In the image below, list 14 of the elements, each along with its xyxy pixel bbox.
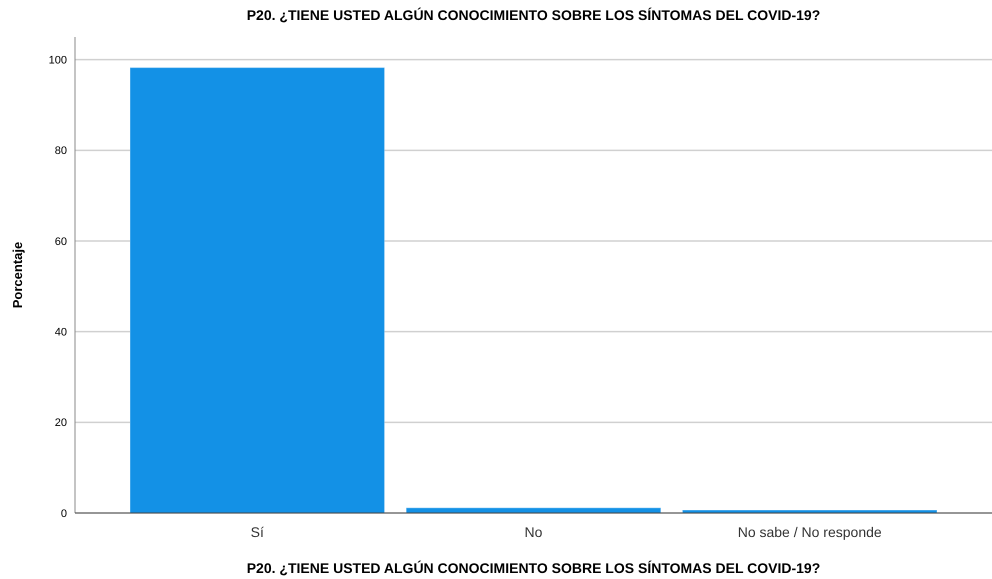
y-axis-title: Porcentaje: [10, 242, 25, 308]
bar: [406, 508, 661, 514]
y-tick-label: 0: [60, 508, 67, 520]
y-tick-label: 80: [54, 145, 67, 158]
y-tick-label: 20: [54, 417, 67, 430]
bar: [130, 68, 385, 514]
x-tick-label: No sabe / No responde: [738, 524, 882, 540]
x-tick-label: No: [524, 524, 543, 540]
x-tick-label: Sí: [250, 524, 264, 540]
chart-title: P20. ¿TIENE USTED ALGÚN CONOCIMIENTO SOBRE LOS SÍNTOMAS DEL COVID-19?: [246, 7, 820, 23]
y-tick-label: 100: [48, 54, 67, 67]
y-tick-label: 60: [54, 236, 67, 248]
x-axis-title: P20. ¿TIENE USTED ALGÚN CONOCIMIENTO SOBRE LOS SÍNTOMAS DEL COVID-19?: [246, 560, 820, 576]
y-tick-label: 40: [54, 326, 67, 339]
